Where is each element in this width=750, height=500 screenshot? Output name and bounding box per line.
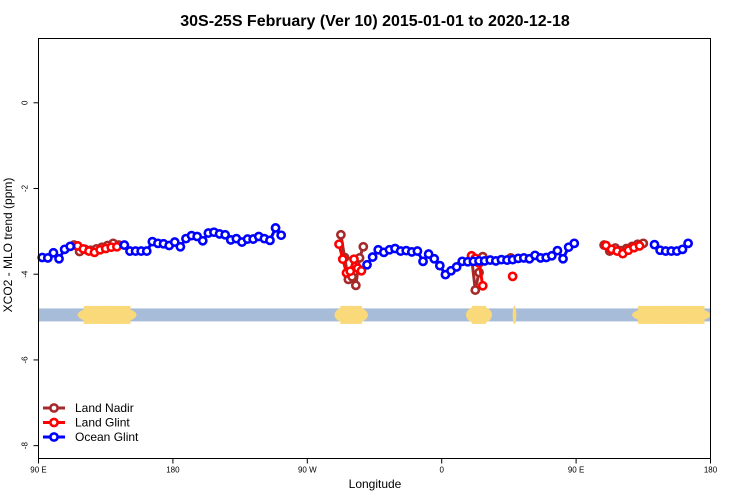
data-point <box>220 229 231 240</box>
legend-label: Ocean Glint <box>75 430 139 444</box>
x-tick-label: 90 W <box>298 466 317 475</box>
x-tick-label: 0 <box>439 466 444 475</box>
legend-item: Ocean Glint <box>43 430 139 444</box>
data-point <box>362 259 372 270</box>
data-point <box>356 265 367 276</box>
legend-item: Land Glint <box>43 416 130 430</box>
x-tick-label: 90 E <box>568 466 584 475</box>
land-band-fill <box>83 305 131 324</box>
x-axis-label: Longitude <box>349 477 402 491</box>
data-point <box>677 244 688 255</box>
data-point <box>119 240 130 250</box>
data-point <box>418 256 428 267</box>
data-point <box>197 235 208 246</box>
data-point <box>358 241 369 252</box>
data-point <box>470 285 481 295</box>
data-point <box>345 266 356 277</box>
ocean-band <box>38 308 711 322</box>
chart-title: 30S-25S February (Ver 10) 2015-01-01 to … <box>180 13 570 30</box>
y-tick-label: 0 <box>21 100 30 105</box>
legend-marker <box>49 403 59 413</box>
data-point <box>683 238 693 249</box>
land-band-fill <box>340 305 362 324</box>
data-point <box>477 280 488 291</box>
data-point <box>270 223 281 233</box>
series-ocean-glint <box>37 223 693 280</box>
legend-marker <box>49 432 59 442</box>
land-band-fill <box>471 305 487 324</box>
data-point <box>350 280 361 291</box>
data-point <box>42 253 53 263</box>
data-point <box>634 241 645 251</box>
data-point <box>412 246 423 256</box>
surface-band <box>38 305 711 324</box>
data-point <box>552 245 563 256</box>
legend-item: Land Nadir <box>43 401 134 415</box>
legend-marker <box>49 417 59 428</box>
data-point <box>569 238 580 249</box>
data-point <box>434 260 445 271</box>
x-tick-label: 180 <box>704 466 718 475</box>
data-point <box>649 239 660 250</box>
y-tick-label: -6 <box>21 356 30 364</box>
data-point <box>429 253 440 264</box>
data-point <box>507 271 518 282</box>
data-point <box>334 239 344 250</box>
data-point <box>65 241 76 252</box>
x-axis: 90 E 180 90 W 0 90 E 180 <box>30 458 718 475</box>
y-axis-label: XCO2 - MLO trend (ppm) <box>1 178 15 313</box>
land-band-fill <box>638 305 705 324</box>
x-tick-label: 180 <box>166 466 180 475</box>
data-point <box>337 254 348 265</box>
data-point <box>335 229 346 240</box>
data-point <box>546 250 557 261</box>
legend-label: Land Glint <box>75 416 130 430</box>
data-point <box>54 253 64 264</box>
y-tick-label: -4 <box>21 270 30 278</box>
data-point <box>451 262 462 272</box>
data-point <box>558 253 568 264</box>
y-axis: 0 -2 -4 -6 -8 <box>21 100 39 449</box>
data-point <box>349 254 359 265</box>
data-point <box>276 230 287 241</box>
data-point <box>141 246 152 256</box>
data-point <box>48 247 59 258</box>
x-tick-label: 90 E <box>30 466 46 475</box>
y-tick-label: -2 <box>21 184 30 192</box>
land-band-fill <box>513 305 516 324</box>
data-point <box>265 235 275 246</box>
y-tick-label: -8 <box>21 442 30 450</box>
plot-series <box>37 223 693 295</box>
data-point <box>112 241 122 252</box>
data-point <box>367 252 378 262</box>
data-point <box>175 241 186 252</box>
legend-label: Land Nadir <box>75 401 134 415</box>
plot-frame <box>38 38 711 459</box>
